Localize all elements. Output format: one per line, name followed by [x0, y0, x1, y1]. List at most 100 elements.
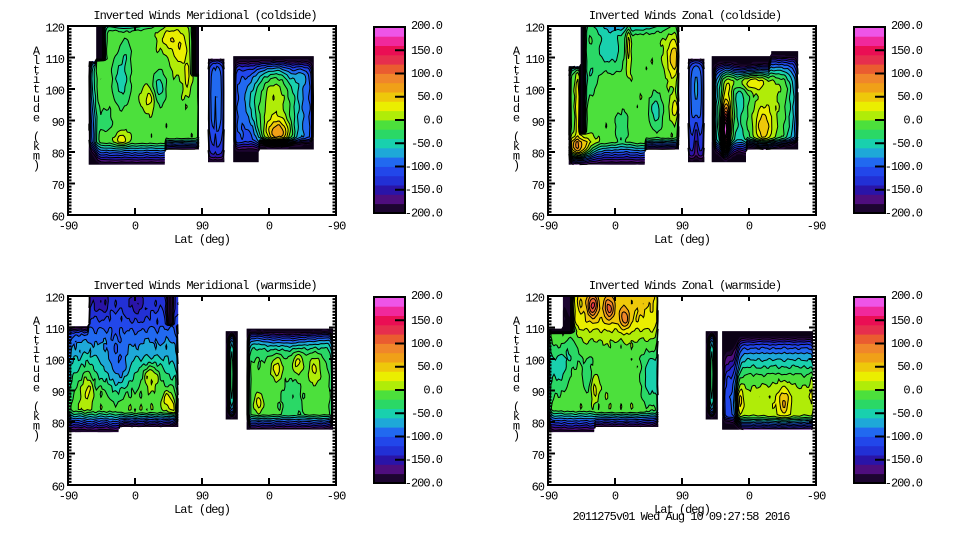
- svg-text:k: k: [33, 410, 40, 424]
- svg-text:110: 110: [525, 53, 544, 67]
- svg-text:): ): [33, 159, 39, 173]
- svg-text:-90: -90: [59, 220, 78, 234]
- svg-text:-90: -90: [327, 220, 346, 234]
- svg-text:-150.0: -150.0: [405, 183, 443, 197]
- svg-text:-50.0: -50.0: [891, 407, 923, 421]
- svg-text:200.0: 200.0: [411, 289, 443, 303]
- svg-text:Lat (deg): Lat (deg): [654, 233, 710, 247]
- svg-text:0: 0: [746, 490, 753, 504]
- svg-text:-100.0: -100.0: [405, 430, 443, 444]
- svg-text:100: 100: [525, 84, 544, 98]
- svg-text:u: u: [513, 362, 520, 376]
- svg-text:e: e: [513, 381, 520, 395]
- svg-text:d: d: [513, 372, 520, 386]
- svg-text:-100.0: -100.0: [885, 160, 923, 174]
- svg-text:e: e: [33, 111, 40, 125]
- svg-text:110: 110: [45, 323, 64, 337]
- svg-text:60: 60: [52, 480, 65, 494]
- svg-text:-90: -90: [807, 490, 826, 504]
- svg-text:-50.0: -50.0: [891, 137, 923, 151]
- svg-text:-200.0: -200.0: [405, 207, 443, 221]
- svg-text:100.0: 100.0: [891, 337, 923, 351]
- svg-text:i: i: [513, 73, 520, 87]
- svg-text:(: (: [513, 130, 519, 144]
- svg-text:m: m: [33, 150, 40, 164]
- svg-text:u: u: [33, 92, 40, 106]
- svg-text:0: 0: [132, 490, 139, 504]
- svg-text:70: 70: [532, 179, 545, 193]
- svg-text:-100.0: -100.0: [885, 430, 923, 444]
- svg-text:t: t: [33, 353, 39, 367]
- svg-text:90: 90: [532, 116, 545, 130]
- svg-text:A: A: [33, 315, 41, 329]
- svg-text:-90: -90: [59, 490, 78, 504]
- svg-text:k: k: [513, 140, 520, 154]
- svg-text:-90: -90: [327, 490, 346, 504]
- svg-text:80: 80: [52, 147, 65, 161]
- svg-text:l: l: [513, 324, 520, 338]
- svg-text:150.0: 150.0: [891, 314, 923, 328]
- svg-text:-90: -90: [539, 490, 558, 504]
- svg-text:200.0: 200.0: [411, 19, 443, 33]
- svg-text:t: t: [513, 353, 519, 367]
- svg-text:e: e: [513, 111, 520, 125]
- svg-text:t: t: [33, 83, 39, 97]
- svg-text:-50.0: -50.0: [411, 407, 443, 421]
- svg-text:t: t: [513, 64, 519, 78]
- svg-text:i: i: [513, 343, 520, 357]
- svg-text:A: A: [513, 45, 521, 59]
- svg-text:150.0: 150.0: [891, 44, 923, 58]
- svg-text:t: t: [33, 64, 39, 78]
- svg-text:0: 0: [266, 220, 273, 234]
- svg-text:-150.0: -150.0: [405, 453, 443, 467]
- svg-text:2011275v01 Wed Aug 10 09:27:58: 2011275v01 Wed Aug 10 09:27:58 2016: [572, 510, 790, 524]
- svg-text:0.0: 0.0: [423, 114, 442, 128]
- svg-text:-50.0: -50.0: [411, 137, 443, 151]
- svg-text:100: 100: [525, 354, 544, 368]
- svg-text:u: u: [33, 362, 40, 376]
- svg-text:k: k: [513, 410, 520, 424]
- svg-text:0: 0: [746, 220, 753, 234]
- svg-text:80: 80: [532, 147, 545, 161]
- svg-text:t: t: [513, 83, 519, 97]
- svg-text:l: l: [513, 54, 520, 68]
- svg-text:Inverted Winds Meridional (col: Inverted Winds Meridional (coldside): [93, 9, 316, 23]
- svg-text:90: 90: [196, 490, 209, 504]
- svg-text:-150.0: -150.0: [885, 453, 923, 467]
- svg-text:d: d: [33, 372, 40, 386]
- svg-text:50.0: 50.0: [897, 360, 923, 374]
- svg-text:Lat (deg): Lat (deg): [174, 233, 230, 247]
- svg-text:(: (: [33, 400, 39, 414]
- svg-text:d: d: [33, 102, 40, 116]
- svg-text:90: 90: [196, 220, 209, 234]
- svg-text:70: 70: [52, 179, 65, 193]
- svg-text:0: 0: [132, 220, 139, 234]
- svg-text:100: 100: [45, 354, 64, 368]
- svg-text:t: t: [33, 334, 39, 348]
- svg-text:120: 120: [525, 291, 544, 305]
- svg-text:120: 120: [45, 291, 64, 305]
- svg-text:70: 70: [52, 449, 65, 463]
- svg-text:l: l: [33, 54, 40, 68]
- svg-text:200.0: 200.0: [891, 289, 923, 303]
- svg-text:0: 0: [612, 490, 619, 504]
- svg-text:100: 100: [45, 84, 64, 98]
- svg-text:60: 60: [52, 210, 65, 224]
- svg-text:Inverted Winds Zonal (coldside: Inverted Winds Zonal (coldside): [589, 9, 781, 23]
- svg-text:-90: -90: [539, 220, 558, 234]
- svg-text:m: m: [513, 150, 520, 164]
- svg-text:(: (: [33, 130, 39, 144]
- svg-text:-200.0: -200.0: [885, 207, 923, 221]
- svg-text:(: (: [513, 400, 519, 414]
- svg-text:i: i: [33, 73, 40, 87]
- svg-text:60: 60: [532, 480, 545, 494]
- svg-text:k: k: [33, 140, 40, 154]
- svg-text:0: 0: [266, 490, 273, 504]
- svg-text:): ): [513, 429, 519, 443]
- svg-text:100.0: 100.0: [411, 337, 443, 351]
- svg-text:120: 120: [525, 21, 544, 35]
- svg-text:): ): [33, 429, 39, 443]
- svg-text:60: 60: [532, 210, 545, 224]
- svg-text:i: i: [33, 343, 40, 357]
- svg-text:80: 80: [532, 417, 545, 431]
